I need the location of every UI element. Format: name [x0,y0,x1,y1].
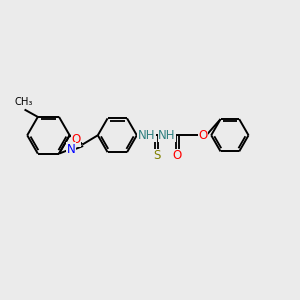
Text: S: S [153,149,161,162]
Text: O: O [71,134,81,146]
Text: CH₃: CH₃ [14,98,33,107]
Text: NH: NH [138,129,156,142]
Text: O: O [172,149,182,162]
Text: NH: NH [158,129,175,142]
Text: N: N [66,142,75,155]
Text: O: O [198,129,207,142]
